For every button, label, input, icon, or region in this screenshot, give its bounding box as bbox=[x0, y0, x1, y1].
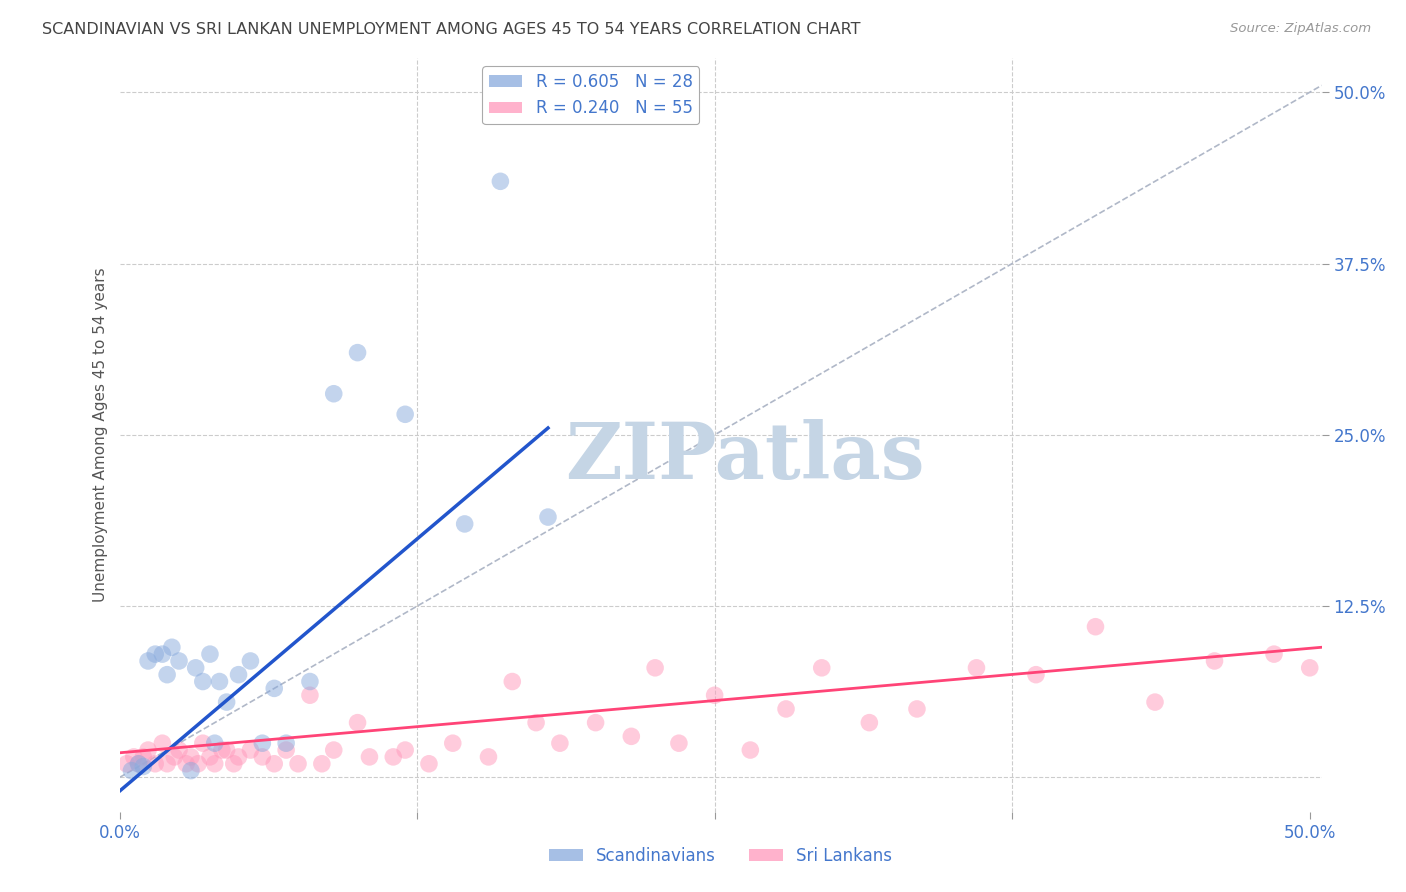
Point bbox=[477, 750, 499, 764]
Point bbox=[143, 647, 166, 661]
Point bbox=[128, 756, 150, 771]
Point bbox=[394, 407, 416, 421]
Text: Source: ZipAtlas.com: Source: ZipAtlas.com bbox=[1230, 22, 1371, 36]
Point bbox=[132, 759, 155, 773]
Point bbox=[180, 750, 202, 764]
Point bbox=[858, 715, 880, 730]
Point bbox=[160, 640, 183, 655]
Point bbox=[184, 661, 207, 675]
Point bbox=[191, 674, 214, 689]
Point bbox=[204, 756, 226, 771]
Point bbox=[775, 702, 797, 716]
Point bbox=[1299, 661, 1322, 675]
Point bbox=[239, 654, 262, 668]
Point bbox=[1025, 667, 1047, 681]
Point bbox=[136, 743, 159, 757]
Point bbox=[322, 386, 344, 401]
Point bbox=[204, 736, 226, 750]
Point bbox=[905, 702, 928, 716]
Point bbox=[263, 681, 285, 696]
Legend: Scandinavians, Sri Lankans: Scandinavians, Sri Lankans bbox=[543, 840, 898, 871]
Point bbox=[143, 756, 166, 771]
Point bbox=[163, 750, 186, 764]
Point bbox=[298, 674, 321, 689]
Point bbox=[644, 661, 666, 675]
Point bbox=[322, 743, 344, 757]
Point bbox=[228, 750, 250, 764]
Point bbox=[394, 743, 416, 757]
Point bbox=[501, 674, 523, 689]
Point bbox=[150, 736, 173, 750]
Point bbox=[453, 516, 475, 531]
Point bbox=[276, 736, 298, 750]
Point bbox=[703, 688, 725, 702]
Point bbox=[276, 743, 298, 757]
Point bbox=[167, 743, 190, 757]
Point bbox=[346, 715, 368, 730]
Point bbox=[187, 756, 209, 771]
Point bbox=[132, 750, 155, 764]
Point bbox=[585, 715, 607, 730]
Point bbox=[740, 743, 762, 757]
Point bbox=[346, 345, 368, 359]
Point bbox=[1263, 647, 1285, 661]
Point bbox=[252, 750, 274, 764]
Point bbox=[537, 510, 560, 524]
Point bbox=[311, 756, 333, 771]
Y-axis label: Unemployment Among Ages 45 to 54 years: Unemployment Among Ages 45 to 54 years bbox=[93, 268, 108, 602]
Point bbox=[263, 756, 285, 771]
Point bbox=[382, 750, 405, 764]
Point bbox=[668, 736, 690, 750]
Point bbox=[208, 674, 231, 689]
Point bbox=[1143, 695, 1166, 709]
Point bbox=[966, 661, 988, 675]
Point bbox=[441, 736, 464, 750]
Point bbox=[211, 743, 233, 757]
Point bbox=[418, 756, 440, 771]
Point bbox=[180, 764, 202, 778]
Point bbox=[228, 667, 250, 681]
Point bbox=[548, 736, 571, 750]
Point bbox=[198, 647, 221, 661]
Point bbox=[222, 756, 245, 771]
Point bbox=[115, 756, 138, 771]
Point bbox=[128, 756, 150, 771]
Point bbox=[120, 764, 142, 778]
Point bbox=[252, 736, 274, 750]
Point bbox=[156, 667, 179, 681]
Point bbox=[215, 695, 238, 709]
Point bbox=[156, 756, 179, 771]
Point bbox=[191, 736, 214, 750]
Point bbox=[810, 661, 832, 675]
Point bbox=[150, 647, 173, 661]
Text: ZIPatlas: ZIPatlas bbox=[565, 419, 924, 495]
Point bbox=[136, 654, 159, 668]
Point bbox=[174, 756, 197, 771]
Point bbox=[122, 750, 145, 764]
Point bbox=[239, 743, 262, 757]
Point bbox=[298, 688, 321, 702]
Point bbox=[287, 756, 309, 771]
Point bbox=[1084, 620, 1107, 634]
Point bbox=[198, 750, 221, 764]
Point bbox=[524, 715, 547, 730]
Text: SCANDINAVIAN VS SRI LANKAN UNEMPLOYMENT AMONG AGES 45 TO 54 YEARS CORRELATION CH: SCANDINAVIAN VS SRI LANKAN UNEMPLOYMENT … bbox=[42, 22, 860, 37]
Point bbox=[489, 174, 512, 188]
Point bbox=[1204, 654, 1226, 668]
Point bbox=[215, 743, 238, 757]
Point bbox=[359, 750, 381, 764]
Point bbox=[167, 654, 190, 668]
Point bbox=[620, 730, 643, 744]
